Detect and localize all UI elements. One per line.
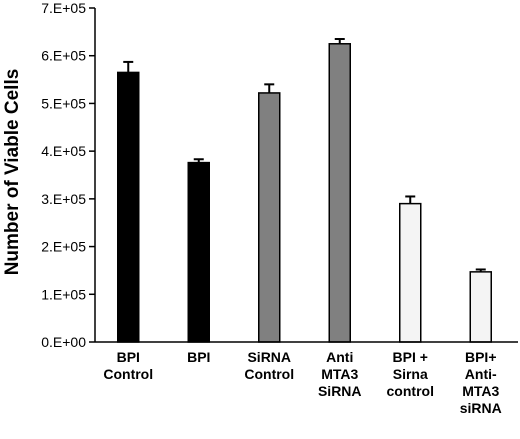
y-tick-label: 6.E+05 — [41, 48, 86, 64]
x-category-label-line: Control — [103, 366, 153, 382]
y-tick-label: 0.E+00 — [41, 334, 86, 350]
x-category-label-line: Anti — [326, 349, 353, 365]
y-tick-label: 7.E+05 — [41, 0, 86, 16]
x-category-label-line: BPI + — [393, 349, 428, 365]
bar-5 — [469, 271, 492, 343]
y-axis-title: Number of Viable Cells — [2, 69, 23, 276]
bar-2 — [258, 92, 281, 343]
bar-0 — [117, 71, 140, 343]
bar-3 — [328, 43, 351, 343]
y-tick-label: 4.E+05 — [41, 143, 86, 159]
x-category-label-line: Control — [244, 366, 294, 382]
x-category-label-0: BPI Control — [103, 349, 153, 382]
y-tick-label: 3.E+05 — [41, 191, 86, 207]
x-category-label-line: SiRNA — [318, 383, 362, 399]
x-category-label-line: BPI+ — [465, 349, 497, 365]
x-category-label-3: Anti MTA3 SiRNA — [318, 349, 362, 399]
x-category-label-2: SiRNA Control — [244, 349, 294, 382]
x-category-label-line: SiRNA — [247, 349, 291, 365]
x-category-label-1: BPI — [187, 349, 210, 365]
bar-1 — [187, 161, 210, 343]
x-category-label-line: BPI — [187, 349, 210, 365]
y-tick-label: 5.E+05 — [41, 95, 86, 111]
x-category-label-line: MTA3 — [462, 383, 499, 399]
x-category-label-4: BPI + Sirna control — [387, 349, 434, 399]
y-axis-title-text: Number of Viable Cells — [2, 69, 23, 276]
x-category-label-line: MTA3 — [321, 366, 358, 382]
bars — [117, 38, 492, 343]
x-category-label-line: Anti- — [465, 366, 497, 382]
y-tick-label: 1.E+05 — [41, 286, 86, 302]
x-category-label-line: control — [387, 383, 434, 399]
bar-4 — [399, 202, 422, 343]
axes — [94, 8, 518, 343]
x-category-label-line: siRNA — [460, 400, 502, 416]
y-axis-ticks: 0.E+00 1.E+05 2.E+05 3.E+05 4.E+05 5.E+05 6.E+… — [41, 0, 95, 350]
x-category-label-5: BPI+ Anti-MTA3 siRNA — [460, 349, 502, 416]
x-category-label-line: BPI — [117, 349, 140, 365]
x-category-label-line: Sirna — [393, 366, 428, 382]
y-tick-label: 2.E+05 — [41, 239, 86, 255]
